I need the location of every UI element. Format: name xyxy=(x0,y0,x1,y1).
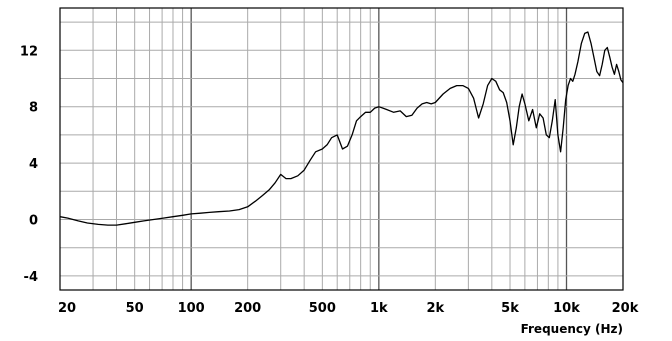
x-tick-label: 10k xyxy=(553,301,580,316)
x-tick-label: 1k xyxy=(370,301,388,316)
grid-layer xyxy=(60,8,623,290)
x-tick-label: 20k xyxy=(612,301,639,316)
x-tick-label: 200 xyxy=(234,301,261,316)
plot-frame xyxy=(59,7,624,291)
y-tick-label: 12 xyxy=(20,44,38,59)
x-tick-label: 100 xyxy=(178,301,205,316)
x-axis-title: Frequency (Hz) xyxy=(521,322,623,336)
x-tick-label: 20 xyxy=(58,301,76,316)
y-tick-label: -4 xyxy=(24,270,38,285)
x-tick-label: 2k xyxy=(426,301,444,316)
x-tick-label: 50 xyxy=(126,301,144,316)
y-tick-label: 8 xyxy=(29,101,38,116)
frequency-response-line xyxy=(59,31,624,226)
y-tick-label: 4 xyxy=(29,157,38,172)
x-tick-label: 500 xyxy=(309,301,336,316)
x-tick-label: 5k xyxy=(501,301,519,316)
x-tick-labels: 20 50 100 200 500 1k 2k 5k 10k 20k xyxy=(58,301,639,316)
curve-layer xyxy=(59,31,624,226)
y-tick-labels: 12 8 4 0 -4 xyxy=(20,44,38,285)
y-tick-label: 0 xyxy=(29,214,38,229)
